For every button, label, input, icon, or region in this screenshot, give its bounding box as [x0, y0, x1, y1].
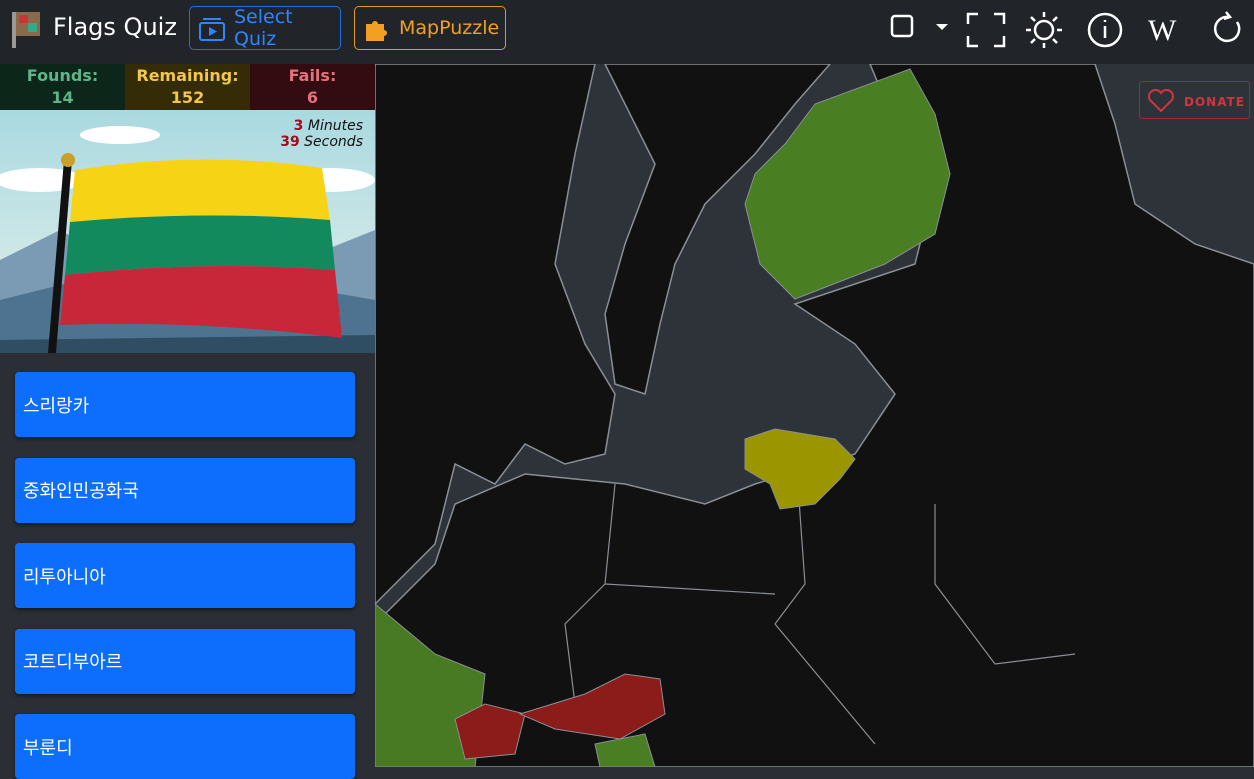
flag-image: 3 Minutes 39 Seconds — [0, 110, 375, 353]
stat-value: 14 — [51, 88, 74, 107]
answer-button[interactable]: 리투아니아 — [15, 543, 355, 608]
fails: Fails: 6 — [250, 64, 375, 111]
timer-seconds: 39 — [280, 134, 300, 150]
svg-text:W: W — [1148, 14, 1177, 47]
remaining: Remaining: 152 — [125, 64, 250, 111]
answer-button[interactable]: 중화인민공화국 — [15, 457, 355, 523]
app-title: Flags Quiz — [53, 13, 177, 41]
button-label: Select Quiz — [234, 6, 293, 50]
map[interactable] — [375, 64, 1254, 767]
stat-value: 6 — [306, 88, 319, 107]
timer-minutes: 3 — [293, 118, 304, 134]
donate-button[interactable]: DONATE — [1139, 81, 1250, 119]
timer: 3 Minutes 39 Seconds — [280, 118, 363, 150]
donate-label: DONATE — [1184, 95, 1245, 109]
button-label: MapPuzzle — [399, 17, 500, 39]
mappuzzle-button[interactable]: MapPuzzle — [354, 6, 506, 50]
select-quiz-button[interactable]: Select Quiz — [189, 6, 341, 50]
stat-label: Founds: — [26, 66, 99, 85]
stat-value: 152 — [170, 88, 205, 107]
toolbar-icons[interactable]: W — [884, 0, 1254, 64]
answer-button[interactable]: 코트디부아르 — [15, 628, 355, 694]
answer-button[interactable]: 스리랑카 — [15, 372, 355, 437]
logo — [12, 12, 40, 48]
header: Flags Quiz Select Quiz MapPuzzle W — [0, 0, 1254, 64]
stat-label: Remaining: — [136, 66, 239, 85]
stat-label: Fails: — [288, 66, 337, 85]
answer-button[interactable]: 부룬디 — [15, 714, 355, 779]
timer-seconds-label: Seconds — [304, 134, 363, 150]
timer-minutes-label: Minutes — [307, 118, 363, 134]
founds: Founds: 14 — [0, 64, 125, 111]
